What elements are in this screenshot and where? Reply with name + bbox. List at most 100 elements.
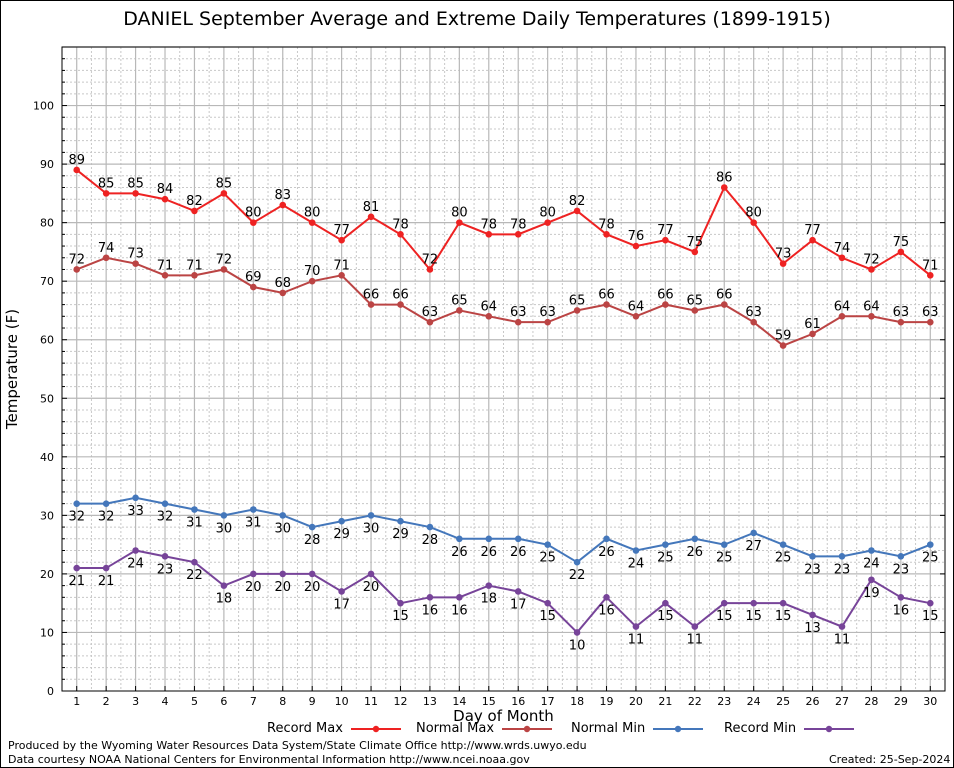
data-point-normal-min (102, 500, 110, 507)
data-label-normal-min: 31 (245, 516, 262, 531)
data-point-normal-min (456, 535, 463, 543)
y-tick-label: 20 (40, 568, 54, 581)
data-label-normal-min: 26 (510, 545, 527, 560)
data-label-record-min: 15 (716, 609, 733, 624)
data-point-record-max (426, 266, 434, 273)
data-label-normal-max: 65 (451, 293, 468, 308)
data-label-record-max: 78 (598, 217, 615, 232)
data-label-record-min: 20 (245, 580, 262, 595)
x-tick-label: 13 (423, 695, 437, 708)
data-point-normal-min (691, 535, 699, 543)
data-point-record-min (720, 599, 728, 607)
data-label-record-min: 18 (481, 592, 498, 607)
data-point-normal-max (662, 301, 669, 308)
data-label-normal-max: 71 (333, 258, 350, 273)
series-line-normal-max (76, 256, 931, 347)
data-point-normal-min (426, 523, 434, 531)
data-point-record-min (338, 588, 345, 595)
data-label-normal-min: 26 (598, 545, 615, 560)
legend: Record Max Normal Max Normal Min Record … (0, 721, 954, 739)
chart-title: DANIEL September Average and Extreme Dai… (123, 8, 831, 30)
data-point-normal-min (191, 506, 198, 513)
data-label-record-min: 18 (216, 592, 233, 607)
data-label-normal-max: 64 (628, 299, 645, 314)
x-tick-label: 16 (511, 695, 525, 708)
data-point-record-min (514, 588, 522, 595)
data-label-record-min: 15 (657, 609, 674, 624)
data-point-normal-min (926, 541, 934, 548)
data-label-normal-max: 64 (834, 299, 851, 314)
data-label-record-max: 85 (98, 176, 115, 191)
data-label-normal-max: 63 (422, 305, 439, 320)
data-label-record-max: 73 (775, 247, 792, 262)
x-tick-label: 20 (629, 695, 643, 708)
data-label-normal-max: 66 (716, 288, 733, 303)
data-label-normal-min: 26 (687, 545, 704, 560)
data-label-record-max: 80 (745, 206, 762, 221)
x-tick-label: 17 (541, 695, 555, 708)
data-point-normal-max (161, 272, 169, 279)
x-tick-label: 30 (923, 695, 937, 708)
data-label-record-min: 24 (127, 556, 144, 571)
data-point-normal-min (779, 541, 787, 548)
data-label-record-min: 22 (186, 568, 203, 583)
data-point-normal-min (897, 553, 905, 560)
y-axis-label: Temperature (F) (3, 309, 21, 430)
data-label-record-max: 77 (657, 223, 674, 238)
x-tick-label: 23 (717, 695, 731, 708)
y-tick-label: 10 (40, 626, 54, 639)
data-label-record-min: 16 (451, 603, 468, 618)
data-point-normal-min (544, 541, 551, 548)
data-label-normal-max: 59 (775, 329, 792, 344)
data-point-record-min (132, 547, 139, 554)
data-point-record-min (603, 594, 610, 601)
data-label-record-min: 20 (363, 580, 380, 595)
x-tick-label: 18 (570, 695, 584, 708)
data-label-normal-min: 25 (539, 551, 556, 566)
data-label-normal-max: 71 (186, 258, 203, 273)
data-point-record-min (397, 599, 404, 607)
data-point-record-max (779, 260, 787, 267)
data-point-record-min (250, 570, 257, 578)
data-label-record-min: 17 (333, 597, 350, 612)
x-tick-label: 1 (73, 695, 80, 708)
data-label-record-min: 15 (745, 609, 762, 624)
data-label-record-min: 16 (422, 603, 439, 618)
data-point-normal-min (573, 558, 581, 566)
data-point-normal-max (838, 313, 846, 320)
data-label-record-max: 78 (481, 217, 498, 232)
data-point-record-min (161, 553, 169, 560)
data-label-normal-min: 30 (363, 521, 380, 536)
data-point-normal-min (603, 535, 610, 543)
data-point-record-min (191, 558, 198, 566)
data-label-normal-max: 63 (510, 305, 527, 320)
y-tick-label: 80 (40, 217, 54, 230)
y-tick-label: 90 (40, 158, 54, 171)
y-tick-label: 40 (40, 451, 54, 464)
data-point-normal-max (603, 301, 610, 308)
data-point-record-max (279, 201, 287, 209)
data-label-record-min: 20 (274, 580, 291, 595)
data-label-normal-min: 24 (628, 556, 645, 571)
data-point-record-max (573, 207, 581, 215)
data-point-normal-min (73, 500, 81, 507)
data-point-record-min (485, 582, 493, 589)
data-point-record-max (191, 207, 198, 215)
data-label-normal-max: 70 (304, 264, 321, 279)
data-point-record-max (161, 195, 169, 203)
data-point-record-min (691, 623, 699, 630)
data-label-normal-min: 32 (98, 510, 115, 525)
data-point-record-min (926, 599, 934, 607)
data-label-normal-max: 66 (392, 288, 409, 303)
data-label-normal-min: 24 (863, 556, 880, 571)
data-point-normal-max (779, 342, 787, 349)
data-label-normal-max: 65 (569, 293, 586, 308)
data-point-record-max (897, 248, 905, 256)
data-label-record-min: 15 (775, 609, 792, 624)
data-label-normal-min: 29 (392, 527, 409, 542)
data-point-normal-max (426, 318, 434, 326)
data-point-record-min (102, 564, 110, 572)
data-label-record-max: 78 (392, 217, 409, 232)
data-label-normal-min: 32 (157, 510, 174, 525)
